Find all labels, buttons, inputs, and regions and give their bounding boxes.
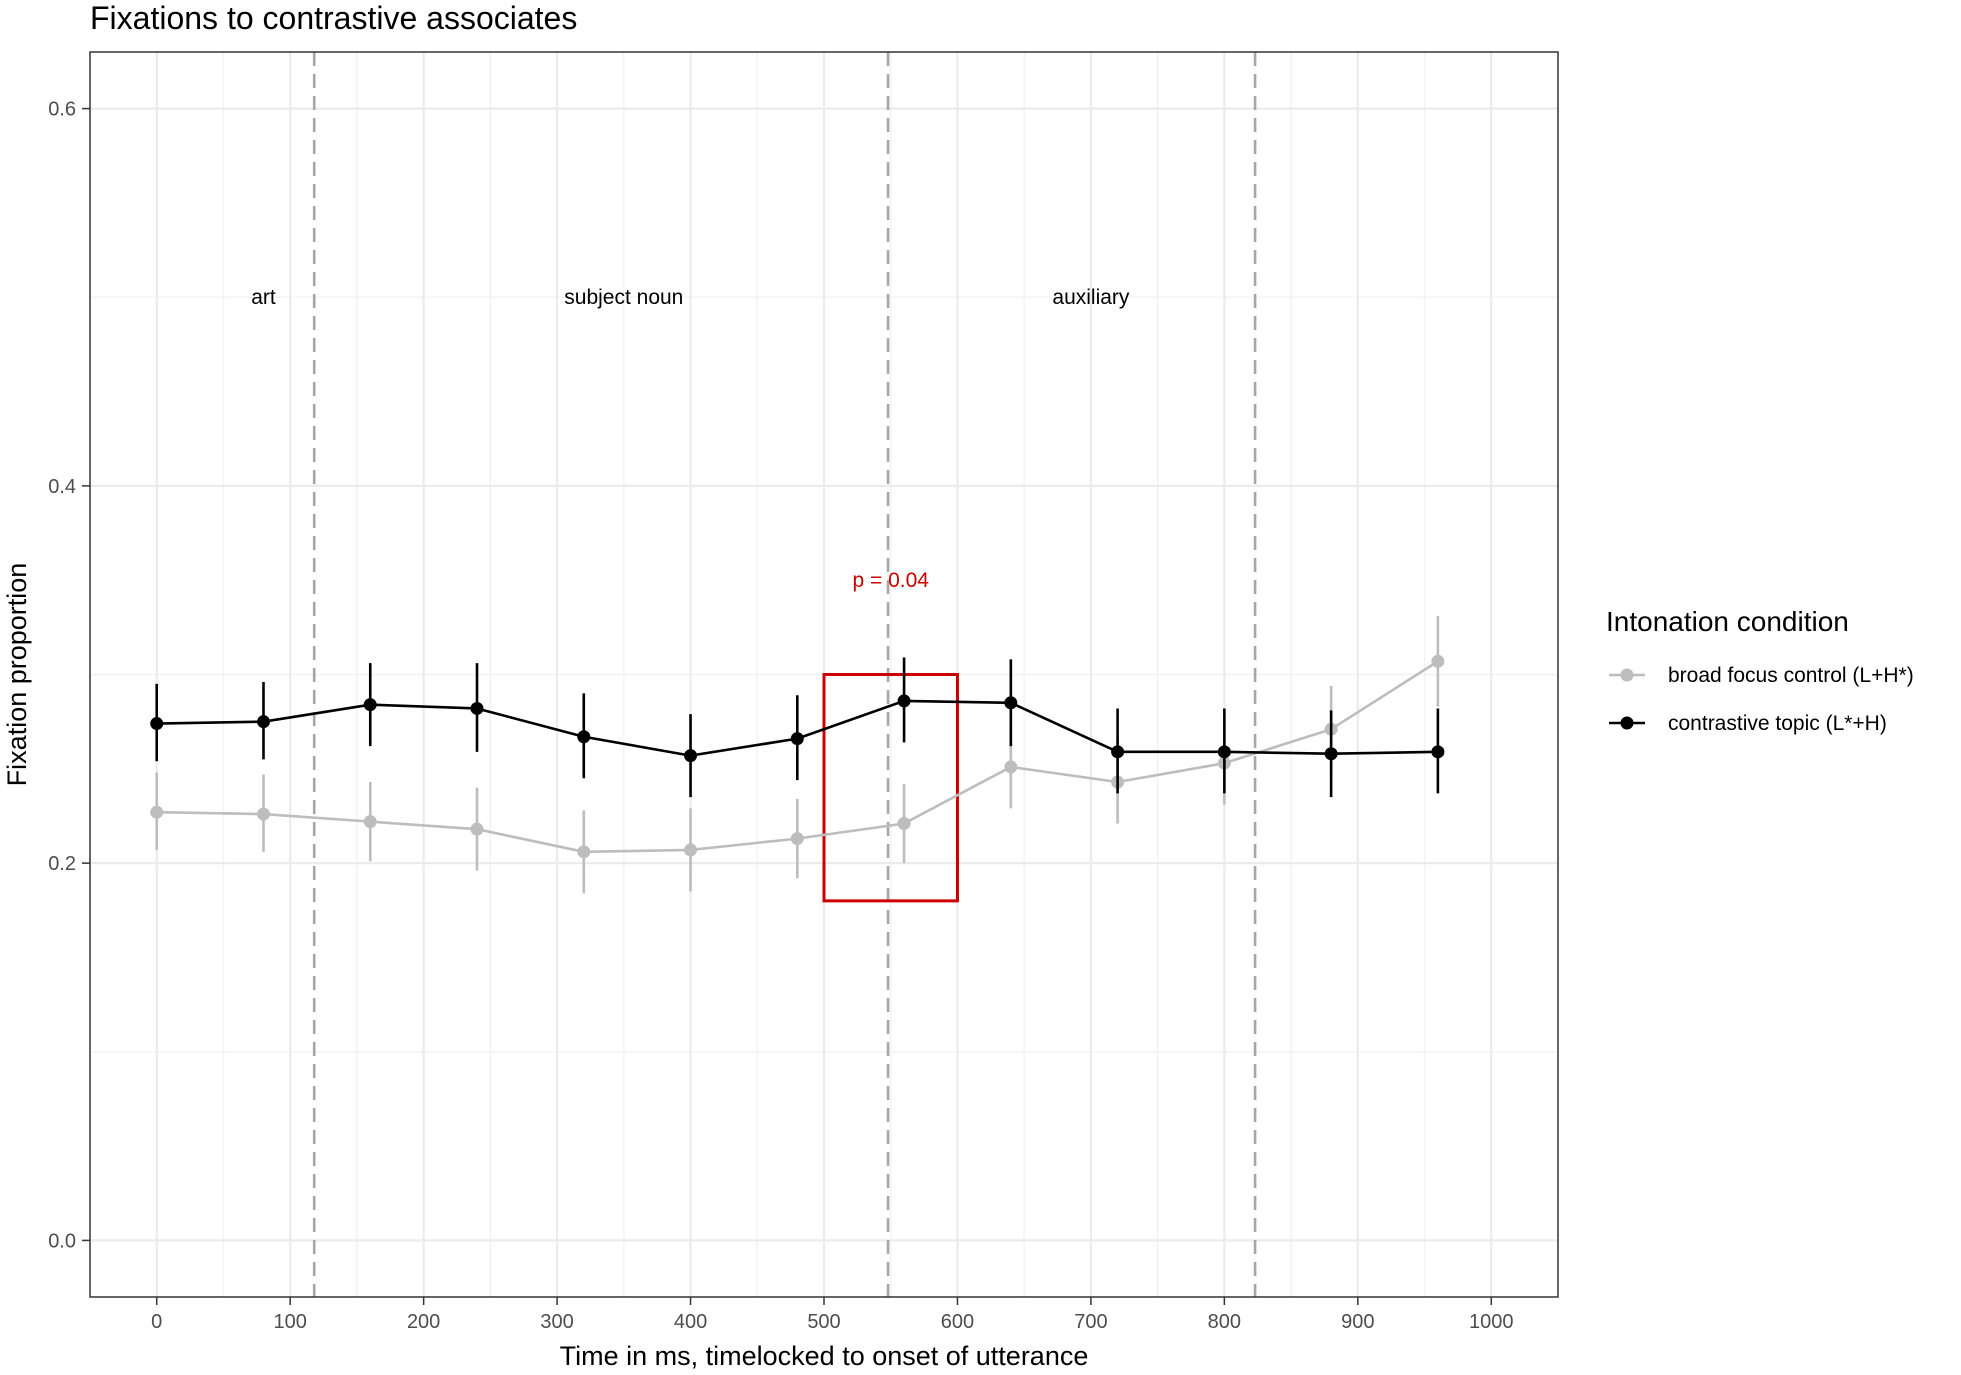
data-point — [256, 807, 270, 821]
data-point — [790, 732, 804, 746]
p-value-annotation: p = 0.04 — [852, 569, 929, 592]
data-point — [150, 805, 164, 819]
x-tick-label: 1000 — [1469, 1311, 1514, 1333]
legend-key-point — [1620, 716, 1634, 730]
y-axis: 0.0 0.2 0.4 0.6 — [48, 99, 90, 1252]
legend-title: Intonation condition — [1606, 606, 1849, 637]
y-tick-label: 0.0 — [48, 1230, 76, 1252]
legend-entry-label: contrastive topic (L*+H) — [1668, 712, 1887, 735]
x-tick-label: 0 — [151, 1311, 162, 1333]
data-point — [577, 730, 591, 744]
x-axis-title: Time in ms, timelocked to onset of utter… — [560, 1341, 1089, 1371]
x-tick-label: 400 — [674, 1311, 707, 1333]
significance-highlight: p = 0.04 — [822, 569, 959, 903]
y-tick-label: 0.4 — [48, 476, 76, 498]
data-point — [470, 701, 484, 715]
data-point — [256, 715, 270, 729]
x-tick-label: 900 — [1341, 1311, 1374, 1333]
data-point — [897, 817, 911, 831]
data-point — [1004, 760, 1018, 774]
x-tick-label: 500 — [807, 1311, 840, 1333]
x-tick-label: 200 — [407, 1311, 440, 1333]
data-point — [897, 694, 911, 708]
segment-label: art — [251, 286, 276, 309]
x-tick-label: 700 — [1074, 1311, 1107, 1333]
x-tick-label: 100 — [273, 1311, 306, 1333]
data-point — [470, 822, 484, 836]
y-tick-label: 0.2 — [48, 853, 76, 875]
data-point — [1004, 696, 1018, 710]
x-tick-label: 600 — [941, 1311, 974, 1333]
data-point — [150, 717, 164, 731]
data-point — [1324, 747, 1338, 761]
data-point — [1217, 745, 1231, 759]
data-point — [577, 845, 591, 859]
series-contrastive-topic — [150, 657, 1445, 798]
y-axis-title: Fixation proportion — [2, 563, 32, 787]
highlight-box — [822, 673, 959, 903]
x-tick-label: 300 — [540, 1311, 573, 1333]
chart-title: Fixations to contrastive associates — [90, 0, 577, 36]
data-point — [1431, 654, 1445, 668]
x-tick-label: 800 — [1208, 1311, 1241, 1333]
data-point — [684, 843, 698, 857]
x-axis: 0 100 200 300 400 500 600 700 800 900 1000 — [151, 1297, 1514, 1333]
data-point — [790, 832, 804, 846]
data-point — [1111, 745, 1125, 759]
data-point — [363, 815, 377, 829]
data-series — [150, 616, 1445, 894]
data-point — [684, 749, 698, 763]
major-gridlines — [90, 52, 1558, 1297]
legend-entry-label: broad focus control (L+H*) — [1668, 664, 1914, 687]
data-point — [1431, 745, 1445, 759]
legend: Intonation condition broad focus control… — [1606, 606, 1914, 735]
y-tick-label: 0.6 — [48, 99, 76, 121]
segment-label: auxiliary — [1052, 286, 1130, 309]
segment-label: subject noun — [564, 286, 683, 309]
legend-key-point — [1620, 668, 1634, 682]
segment-labels: art subject noun auxiliary — [251, 286, 1130, 309]
data-point — [363, 698, 377, 712]
